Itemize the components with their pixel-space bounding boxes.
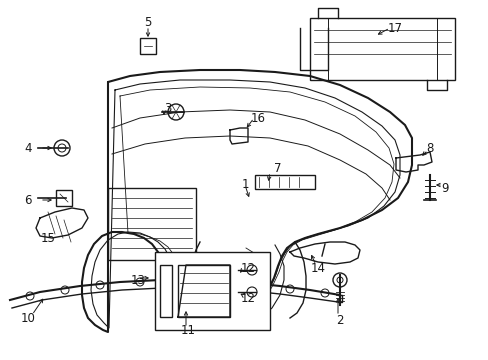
Bar: [108, 188, 196, 260]
Text: 13: 13: [130, 274, 145, 287]
Text: 11: 11: [180, 324, 195, 337]
Text: 12: 12: [240, 292, 255, 305]
Text: 12: 12: [240, 261, 255, 274]
Text: 15: 15: [41, 231, 55, 244]
Text: 2: 2: [336, 314, 343, 327]
Bar: [155, 252, 269, 330]
Bar: [309, 18, 454, 80]
Text: 8: 8: [426, 141, 433, 154]
Text: 3: 3: [164, 102, 171, 114]
Bar: [254, 175, 314, 189]
Bar: [140, 38, 156, 54]
Text: 10: 10: [20, 311, 35, 324]
Bar: [160, 265, 172, 317]
Text: 6: 6: [24, 194, 32, 207]
Text: 1: 1: [241, 179, 248, 192]
Text: 5: 5: [144, 15, 151, 28]
Bar: [178, 265, 229, 317]
Text: 9: 9: [440, 181, 448, 194]
Bar: [56, 190, 72, 206]
Text: 14: 14: [310, 261, 325, 274]
Text: 16: 16: [250, 112, 265, 125]
Text: 4: 4: [24, 141, 32, 154]
Text: 17: 17: [386, 22, 402, 35]
Text: 7: 7: [274, 162, 281, 175]
